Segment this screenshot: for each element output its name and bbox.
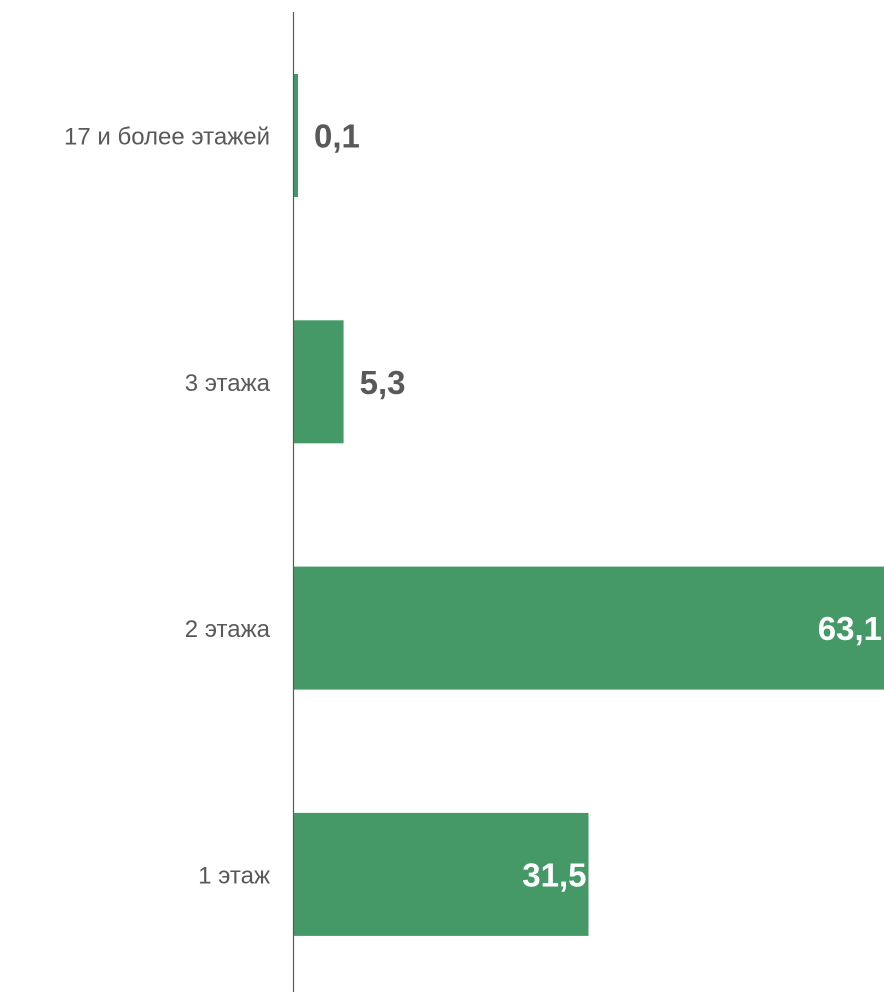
bar [294,812,589,936]
category-label: 1 этаж [198,862,270,889]
labels-layer: 17 и более этажей 0,1 3 этажа 5,3 2 этажа 63,… [64,118,882,894]
data-label: 31,5 [522,856,586,893]
bar [294,74,298,197]
data-label: 5,3 [360,364,406,401]
category-label: 2 этажа [185,616,271,643]
category-label: 17 и более этажей [64,124,270,151]
data-label: 0,1 [314,118,360,155]
bar [294,320,344,444]
bar [294,566,884,690]
bars-layer [294,74,884,936]
data-label: 63,1 [818,610,882,647]
category-label: 3 этажа [185,370,271,397]
